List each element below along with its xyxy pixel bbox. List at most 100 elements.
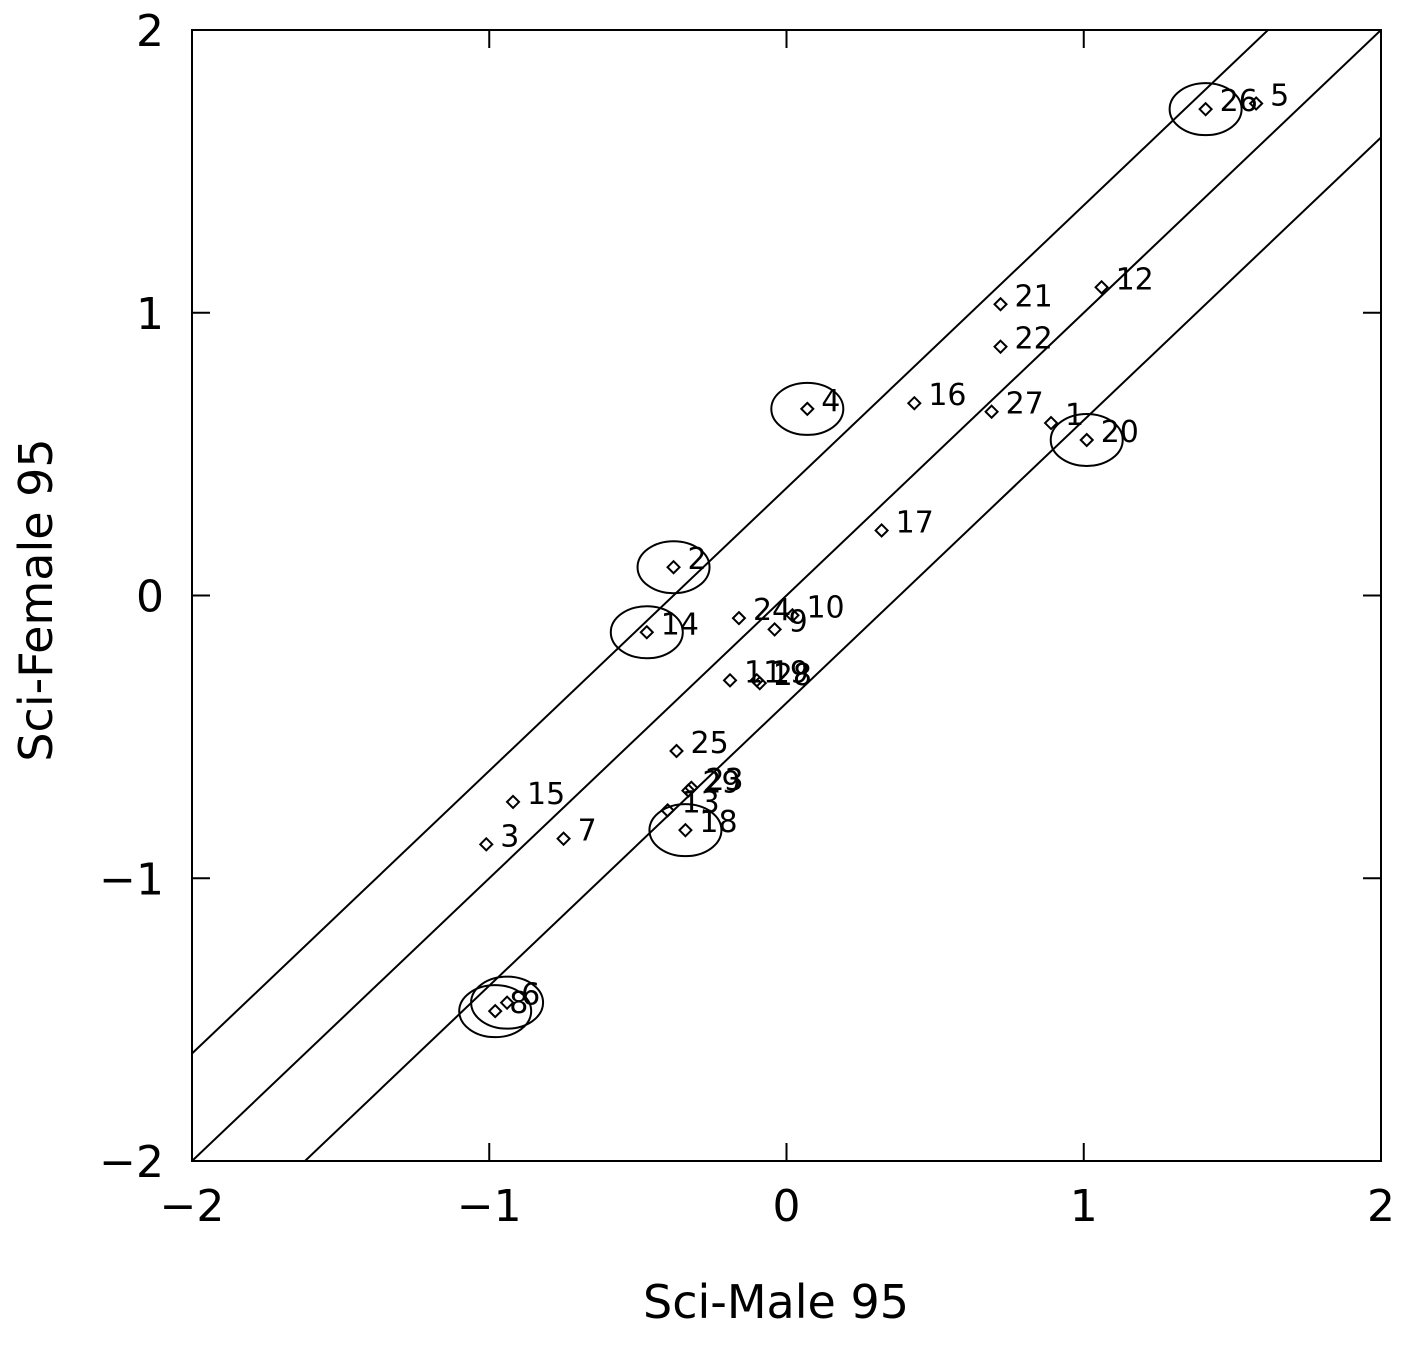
point-marker: [1079, 432, 1095, 448]
y-axis-title: Sci-Female 95: [9, 438, 63, 761]
data-point-23: 23: [683, 763, 744, 798]
reference-line-identity: [192, 30, 1381, 1161]
data-point-17: 17: [874, 505, 934, 540]
highlight-ellipse: [470, 975, 545, 1030]
data-point-20: 20: [1049, 412, 1139, 467]
point-marker: [993, 296, 1008, 312]
data-point-5: 5: [1248, 79, 1289, 114]
point-label: 12: [1116, 262, 1154, 297]
y-tick-label: −1: [99, 854, 164, 905]
x-tick-label: −2: [160, 1181, 225, 1232]
data-point-8: 8: [458, 984, 533, 1039]
point-marker: [487, 1003, 503, 1019]
point-label: 3: [500, 819, 519, 854]
point-marker: [785, 607, 800, 623]
point-label: 2: [688, 542, 707, 577]
point-label: 7: [578, 814, 597, 849]
point-label: 23: [705, 763, 743, 798]
point-label: 14: [661, 607, 699, 642]
point-marker: [1248, 96, 1264, 111]
data-point-14: 14: [609, 605, 699, 660]
reference-line-upper: [192, 30, 1270, 1055]
x-tick-label: 2: [1367, 1181, 1395, 1232]
point-label: 29: [702, 766, 740, 801]
point-label: 16: [928, 378, 966, 413]
point-marker: [767, 622, 783, 637]
point-label: 27: [1006, 387, 1044, 422]
data-point-3: 3: [478, 819, 519, 854]
point-marker: [993, 339, 1008, 355]
data-point-18: 18: [648, 803, 738, 858]
point-label: 22: [1015, 322, 1053, 357]
data-point-6: 6: [470, 975, 545, 1030]
axis-ticks: [191, 29, 1382, 1162]
point-marker: [1094, 279, 1109, 295]
data-point-12: 12: [1094, 262, 1154, 297]
reference-line-lower: [303, 136, 1381, 1161]
y-tick-label: 2: [136, 6, 164, 57]
point-marker: [478, 836, 494, 852]
point-label: 26: [1220, 84, 1258, 119]
data-point-4: 4: [770, 381, 845, 436]
y-tick-label: 0: [136, 572, 164, 623]
y-tick-label: −2: [99, 1137, 164, 1188]
x-axis-title: Sci-Male 95: [643, 1275, 909, 1329]
data-point-29: 29: [680, 766, 741, 801]
point-label: 5: [1270, 79, 1289, 114]
x-tick-label: 1: [1070, 1181, 1098, 1232]
point-marker: [556, 831, 571, 847]
highlight-ellipse: [1168, 82, 1243, 137]
point-label: 15: [527, 777, 565, 812]
point-marker: [505, 794, 521, 810]
data-point-7: 7: [556, 814, 597, 849]
data-point-26: 26: [1168, 82, 1258, 137]
data-point-9: 9: [767, 604, 808, 639]
point-marker: [639, 624, 655, 640]
point-label: 25: [691, 726, 729, 761]
data-point-27: 27: [984, 387, 1044, 422]
point-marker: [1198, 101, 1214, 117]
data-point-16: 16: [906, 378, 967, 413]
highlight-ellipse: [458, 984, 533, 1039]
point-marker: [1043, 415, 1059, 431]
point-marker: [874, 523, 890, 538]
point-label: 28: [774, 658, 812, 693]
highlight-ellipse: [609, 605, 684, 660]
point-label: 17: [896, 505, 934, 540]
highlight-ellipse: [636, 540, 711, 595]
point-marker: [906, 395, 922, 411]
point-label: 20: [1101, 415, 1139, 450]
point-label: 8: [509, 986, 528, 1021]
data-point-21: 21: [993, 279, 1053, 314]
y-tick-label: 1: [136, 289, 164, 340]
point-label: 10: [806, 590, 844, 625]
highlight-ellipse: [1049, 412, 1124, 467]
point-label: 4: [821, 384, 840, 419]
point-marker: [680, 783, 696, 799]
data-point-25: 25: [669, 726, 729, 761]
point-label: 9: [789, 604, 808, 639]
x-tick-label: 0: [773, 1181, 801, 1232]
highlight-ellipse: [770, 381, 845, 436]
highlight-ellipse: [648, 803, 723, 858]
data-point-28: 28: [752, 658, 812, 693]
point-marker: [752, 675, 768, 691]
point-label: 19: [771, 655, 809, 690]
data-point-22: 22: [993, 322, 1053, 357]
point-marker: [678, 822, 693, 838]
data-points: 1234567891011121314151617181920212223242…: [458, 79, 1289, 1039]
point-label: 6: [521, 978, 540, 1013]
data-point-24: 24: [731, 593, 791, 628]
data-point-15: 15: [505, 777, 565, 812]
point-label: 18: [699, 805, 737, 840]
point-marker: [984, 404, 1000, 420]
point-label: 21: [1015, 279, 1053, 314]
point-marker: [669, 743, 684, 759]
point-label: 24: [753, 593, 791, 628]
point-marker: [722, 672, 738, 688]
point-marker: [499, 995, 515, 1011]
point-marker: [666, 559, 681, 575]
data-point-2: 2: [636, 540, 711, 595]
